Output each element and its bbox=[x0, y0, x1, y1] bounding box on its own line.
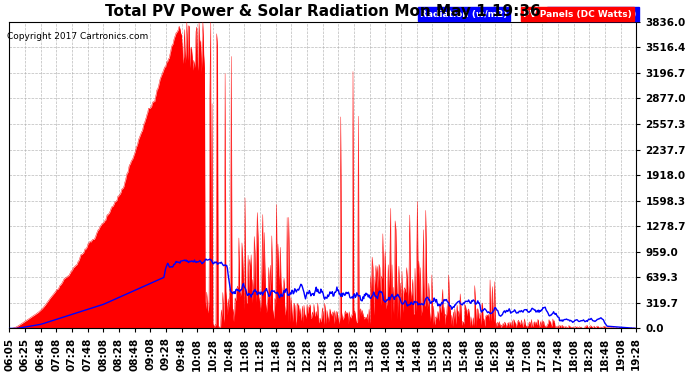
Text: Radiation (w/m2): Radiation (w/m2) bbox=[420, 10, 507, 19]
Text: PV Panels (DC Watts): PV Panels (DC Watts) bbox=[524, 10, 632, 19]
Title: Total PV Power & Solar Radiation Mon May 1 19:36: Total PV Power & Solar Radiation Mon May… bbox=[105, 4, 540, 19]
Text: Radiation (w/m2): Radiation (w/m2) bbox=[549, 10, 636, 19]
Text: Copyright 2017 Cartronics.com: Copyright 2017 Cartronics.com bbox=[7, 32, 148, 41]
